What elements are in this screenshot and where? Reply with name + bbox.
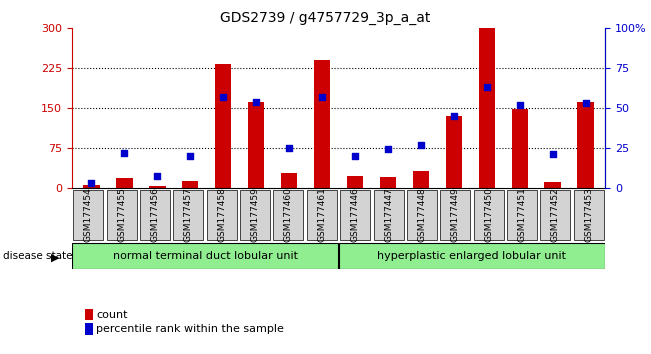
FancyBboxPatch shape [173, 190, 203, 240]
Point [317, 94, 327, 100]
Text: GSM177447: GSM177447 [384, 188, 393, 242]
FancyBboxPatch shape [107, 190, 137, 240]
Point [547, 152, 558, 157]
FancyBboxPatch shape [574, 190, 603, 240]
Text: GSM177461: GSM177461 [317, 188, 326, 242]
Text: percentile rank within the sample: percentile rank within the sample [96, 324, 284, 334]
Point [119, 150, 130, 155]
Text: GSM177455: GSM177455 [117, 188, 126, 242]
FancyBboxPatch shape [72, 243, 338, 268]
Text: ▶: ▶ [51, 253, 60, 263]
Point [350, 153, 360, 159]
FancyBboxPatch shape [340, 190, 370, 240]
Text: GSM177453: GSM177453 [584, 188, 593, 242]
Text: GSM177457: GSM177457 [184, 188, 193, 242]
Point [218, 94, 229, 100]
Bar [314, 60, 330, 188]
Text: count: count [96, 310, 128, 320]
Text: GSM177450: GSM177450 [484, 188, 493, 242]
Text: disease state: disease state [3, 251, 73, 261]
Text: GSM177448: GSM177448 [417, 188, 426, 242]
Text: GSM177458: GSM177458 [217, 188, 227, 242]
FancyBboxPatch shape [339, 243, 605, 268]
Point [251, 99, 261, 104]
Bar [215, 64, 231, 188]
Text: GSM177446: GSM177446 [351, 188, 360, 242]
Bar [512, 109, 528, 188]
Text: GSM177460: GSM177460 [284, 188, 293, 242]
Point [86, 180, 96, 185]
FancyBboxPatch shape [407, 190, 437, 240]
FancyBboxPatch shape [74, 190, 104, 240]
Bar [544, 182, 561, 188]
Text: GSM177449: GSM177449 [450, 188, 460, 242]
Bar [116, 178, 133, 188]
Bar [413, 171, 429, 188]
Text: GSM177451: GSM177451 [518, 188, 527, 242]
FancyBboxPatch shape [207, 190, 237, 240]
Text: hyperplastic enlarged lobular unit: hyperplastic enlarged lobular unit [378, 251, 566, 261]
FancyBboxPatch shape [307, 190, 337, 240]
Bar [478, 28, 495, 188]
Bar [182, 181, 199, 188]
Bar [149, 186, 165, 188]
Bar [347, 176, 363, 188]
Point [383, 147, 393, 152]
FancyBboxPatch shape [273, 190, 303, 240]
Text: GDS2739 / g4757729_3p_a_at: GDS2739 / g4757729_3p_a_at [220, 11, 431, 25]
FancyBboxPatch shape [507, 190, 537, 240]
Point [449, 113, 459, 119]
FancyBboxPatch shape [474, 190, 504, 240]
Bar [248, 102, 264, 188]
Point [152, 173, 163, 179]
Text: GSM177459: GSM177459 [251, 188, 260, 242]
Bar [446, 116, 462, 188]
Bar [83, 185, 100, 188]
FancyBboxPatch shape [540, 190, 570, 240]
Text: GSM177454: GSM177454 [84, 188, 93, 242]
Point [416, 142, 426, 147]
FancyBboxPatch shape [440, 190, 470, 240]
Text: normal terminal duct lobular unit: normal terminal duct lobular unit [113, 251, 298, 261]
Point [514, 102, 525, 108]
Point [482, 85, 492, 90]
Text: GSM177452: GSM177452 [551, 188, 560, 242]
FancyBboxPatch shape [374, 190, 404, 240]
Text: GSM177456: GSM177456 [150, 188, 159, 242]
Point [581, 101, 591, 106]
Bar [380, 177, 396, 188]
FancyBboxPatch shape [140, 190, 170, 240]
Bar [577, 102, 594, 188]
FancyBboxPatch shape [240, 190, 270, 240]
Point [284, 145, 294, 151]
Point [185, 153, 195, 159]
Bar [281, 173, 298, 188]
